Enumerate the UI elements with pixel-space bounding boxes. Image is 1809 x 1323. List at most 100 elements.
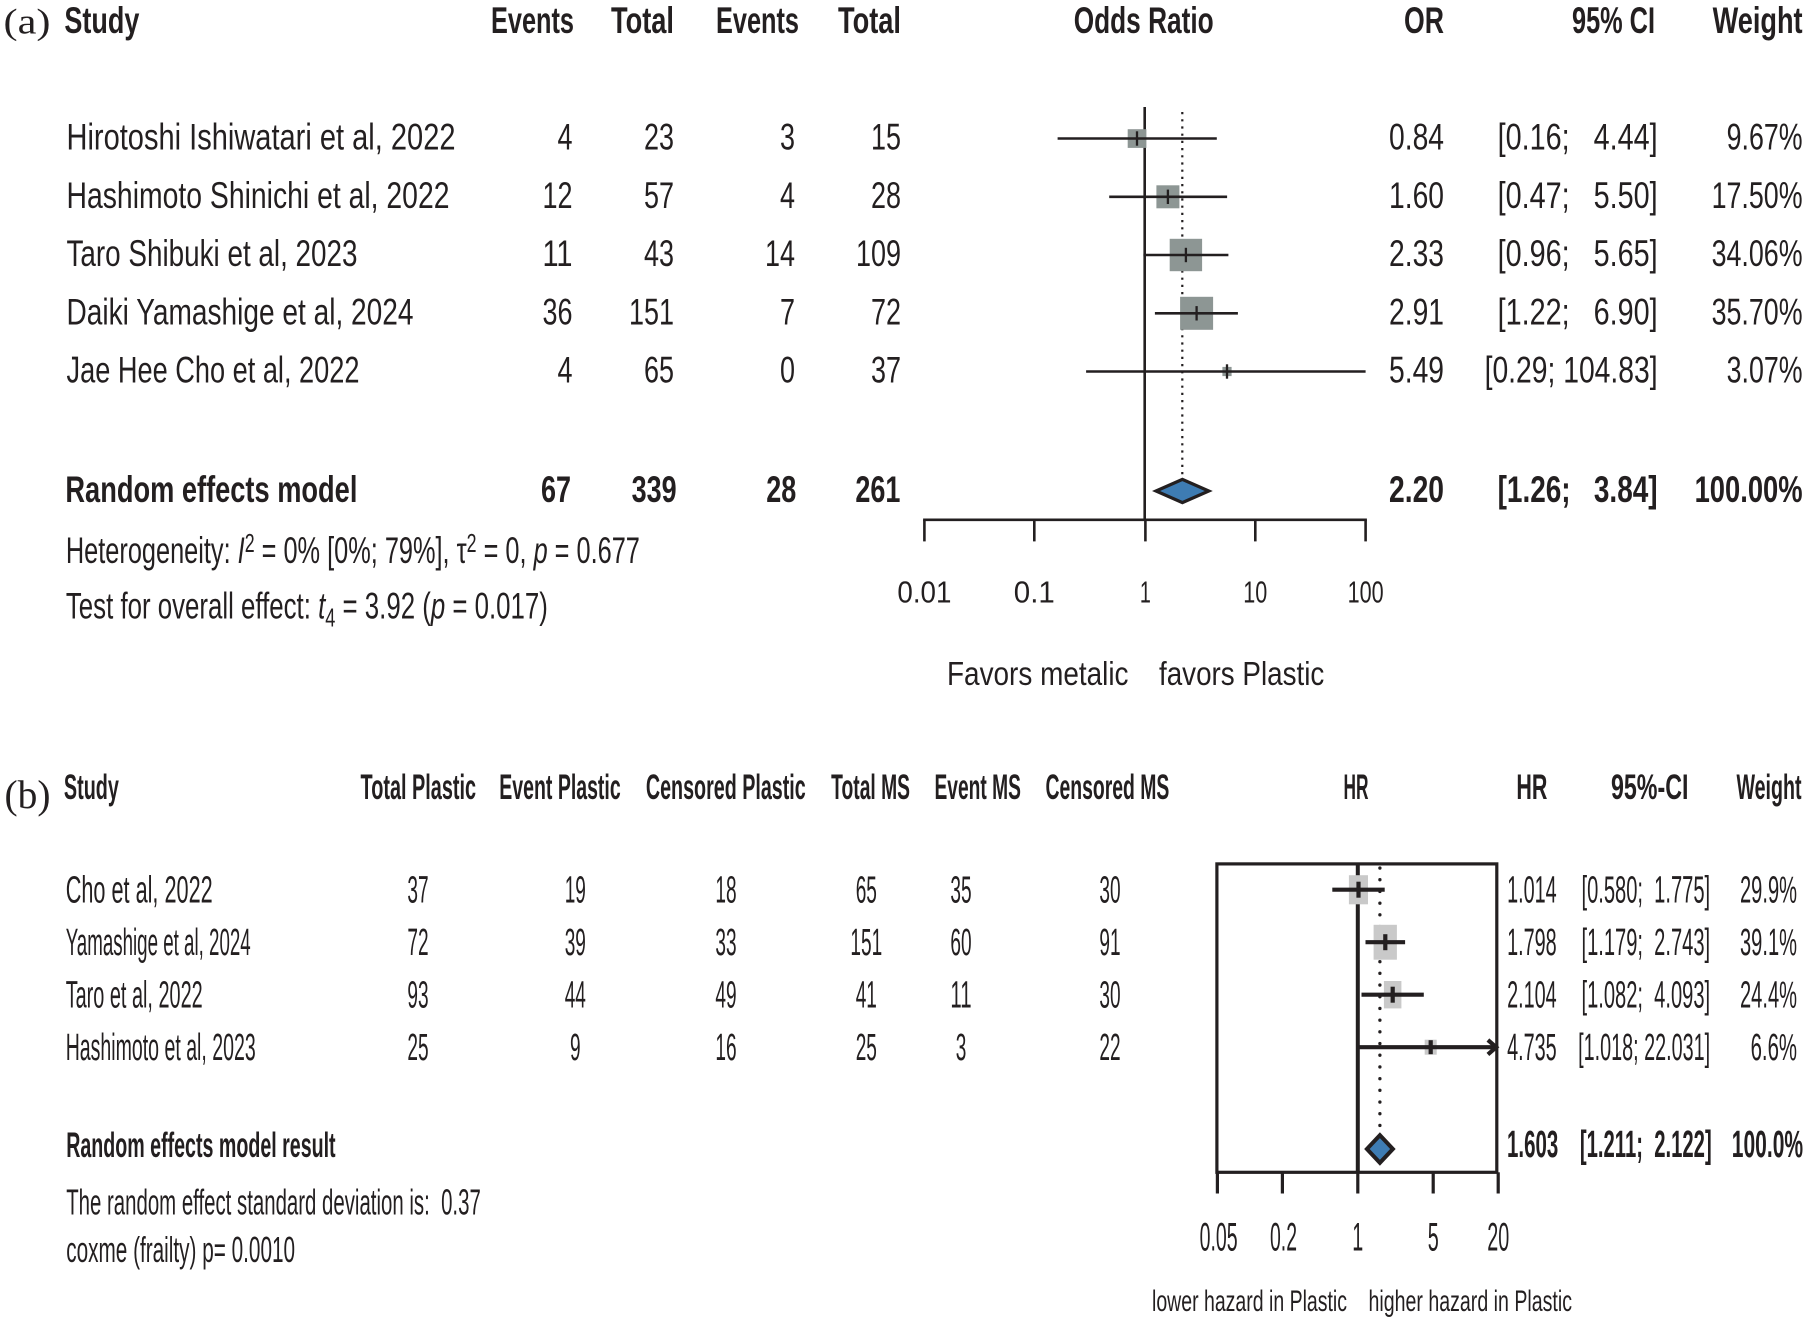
svg-text:18: 18: [715, 870, 736, 912]
svg-text:Random effects model result: Random effects model result: [66, 1126, 336, 1165]
svg-text:93: 93: [407, 975, 428, 1017]
svg-text:36: 36: [543, 291, 573, 332]
svg-text:1.798: 1.798: [1507, 922, 1557, 964]
svg-text:The random effect standard dev: The random effect standard deviation is:…: [66, 1181, 481, 1222]
svg-text:100.0%: 100.0%: [1732, 1124, 1803, 1166]
svg-text:261: 261: [855, 469, 900, 510]
svg-text:1.60: 1.60: [1389, 175, 1444, 216]
svg-text:2.104: 2.104: [1507, 975, 1557, 1017]
svg-text:4: 4: [780, 175, 795, 216]
svg-text:3: 3: [780, 117, 795, 158]
svg-text:16: 16: [715, 1027, 736, 1069]
svg-text:151: 151: [850, 922, 882, 964]
svg-text:339: 339: [632, 469, 677, 510]
svg-text:72: 72: [871, 291, 901, 332]
svg-text:Total Plastic: Total Plastic: [361, 768, 477, 807]
svg-text:39.1%: 39.1%: [1740, 922, 1797, 964]
svg-text:Taro et al, 2022: Taro et al, 2022: [66, 975, 203, 1017]
svg-text:2.20: 2.20: [1389, 469, 1444, 510]
svg-text:OR: OR: [1404, 0, 1444, 41]
svg-text:5.49: 5.49: [1389, 350, 1444, 391]
svg-text:3.07%: 3.07%: [1727, 350, 1803, 391]
svg-text:Hashimoto et al, 2023: Hashimoto et al, 2023: [66, 1027, 256, 1069]
svg-text:HR: HR: [1516, 768, 1547, 807]
svg-text:6.6%: 6.6%: [1751, 1027, 1797, 1069]
svg-text:30: 30: [1099, 975, 1120, 1017]
svg-text:7: 7: [780, 291, 795, 332]
svg-text:72: 72: [407, 922, 428, 964]
svg-text:[1.082; 4.093]: [1.082; 4.093]: [1582, 975, 1711, 1017]
svg-text:1.014: 1.014: [1507, 870, 1557, 912]
svg-text:HR: HR: [1344, 768, 1369, 807]
svg-text:Events: Events: [491, 0, 574, 41]
svg-text:Events: Events: [716, 0, 799, 41]
svg-text:17.50%: 17.50%: [1712, 175, 1803, 216]
svg-text:2.33: 2.33: [1389, 233, 1444, 274]
svg-text:Test for overall effect: t4 =: Test for overall effect: t4 = 3.92 (p = …: [66, 586, 548, 633]
svg-text:Hashimoto Shinichi et al, 2022: Hashimoto Shinichi et al, 2022: [67, 175, 450, 216]
svg-text:[1.018; 22.031]: [1.018; 22.031]: [1578, 1027, 1710, 1069]
svg-text:100: 100: [1348, 575, 1384, 610]
svg-text:100.00%: 100.00%: [1695, 469, 1803, 510]
svg-text:4: 4: [558, 350, 573, 391]
svg-text:Total MS: Total MS: [831, 768, 910, 807]
svg-text:Heterogeneity: I2 = 0% [0%; 79: Heterogeneity: I2 = 0% [0%; 79%], τ2 = 0…: [66, 528, 640, 571]
svg-text:91: 91: [1099, 922, 1120, 964]
svg-text:Event MS: Event MS: [935, 768, 1021, 807]
svg-text:20: 20: [1487, 1216, 1509, 1260]
svg-text:151: 151: [629, 291, 674, 332]
svg-text:Censored MS: Censored MS: [1045, 768, 1169, 807]
svg-text:Censored Plastic: Censored Plastic: [646, 768, 806, 807]
svg-text:0.84: 0.84: [1389, 117, 1444, 158]
svg-text:39: 39: [565, 922, 586, 964]
svg-text:95% CI: 95% CI: [1572, 0, 1655, 41]
svg-text:Taro Shibuki et al, 2023: Taro Shibuki et al, 2023: [67, 233, 358, 274]
svg-text:9.67%: 9.67%: [1727, 117, 1803, 158]
svg-text:25: 25: [407, 1027, 428, 1069]
svg-text:4: 4: [558, 117, 573, 158]
svg-text:0.01: 0.01: [897, 575, 951, 610]
svg-text:1: 1: [1352, 1216, 1363, 1260]
svg-text:coxme (frailty) p= 0.0010: coxme (frailty) p= 0.0010: [66, 1229, 295, 1270]
svg-text:0: 0: [780, 350, 795, 391]
svg-text:0.05: 0.05: [1200, 1216, 1238, 1260]
svg-text:[0.580; 1.775]: [0.580; 1.775]: [1582, 870, 1711, 912]
svg-text:109: 109: [856, 233, 901, 274]
svg-text:14: 14: [765, 233, 795, 274]
svg-text:0.2: 0.2: [1270, 1216, 1297, 1260]
svg-text:28: 28: [871, 175, 901, 216]
svg-text:(a): (a): [4, 2, 51, 42]
svg-text:11: 11: [543, 233, 573, 274]
svg-text:Weight: Weight: [1736, 768, 1801, 807]
svg-text:95%-CI: 95%-CI: [1611, 768, 1689, 807]
svg-text:5: 5: [1428, 1216, 1439, 1260]
svg-text:49: 49: [715, 975, 736, 1017]
svg-text:higher hazard in Plastic: higher hazard in Plastic: [1369, 1285, 1573, 1318]
svg-text:1: 1: [1140, 575, 1151, 610]
svg-text:65: 65: [856, 870, 877, 912]
svg-text:67: 67: [541, 469, 571, 510]
svg-text:57: 57: [644, 175, 674, 216]
svg-text:Favors metalic: Favors metalic: [947, 655, 1129, 692]
svg-text:Total: Total: [611, 0, 674, 41]
svg-text:65: 65: [644, 350, 674, 391]
svg-text:37: 37: [407, 870, 428, 912]
svg-text:2.91: 2.91: [1389, 291, 1444, 332]
svg-text:Study: Study: [64, 768, 119, 807]
svg-text:[0.47; 5.50]: [0.47; 5.50]: [1498, 175, 1658, 216]
svg-text:[0.16; 4.44]: [0.16; 4.44]: [1498, 117, 1658, 158]
svg-text:lower hazard in Plastic: lower hazard in Plastic: [1152, 1285, 1347, 1318]
svg-text:3: 3: [956, 1027, 967, 1069]
svg-text:Random effects model: Random effects model: [65, 469, 357, 510]
svg-text:10: 10: [1243, 575, 1267, 610]
svg-text:[1.22; 6.90]: [1.22; 6.90]: [1498, 291, 1658, 332]
svg-text:[1.211; 2.122]: [1.211; 2.122]: [1580, 1124, 1712, 1166]
svg-text:35: 35: [950, 870, 971, 912]
svg-text:60: 60: [950, 922, 971, 964]
svg-text:12: 12: [543, 175, 573, 216]
svg-text:34.06%: 34.06%: [1712, 233, 1803, 274]
svg-text:Daiki Yamashige et al, 2024: Daiki Yamashige et al, 2024: [67, 291, 414, 332]
svg-text:23: 23: [644, 117, 674, 158]
svg-text:Yamashige et al, 2024: Yamashige et al, 2024: [66, 922, 251, 964]
svg-text:41: 41: [856, 975, 877, 1017]
